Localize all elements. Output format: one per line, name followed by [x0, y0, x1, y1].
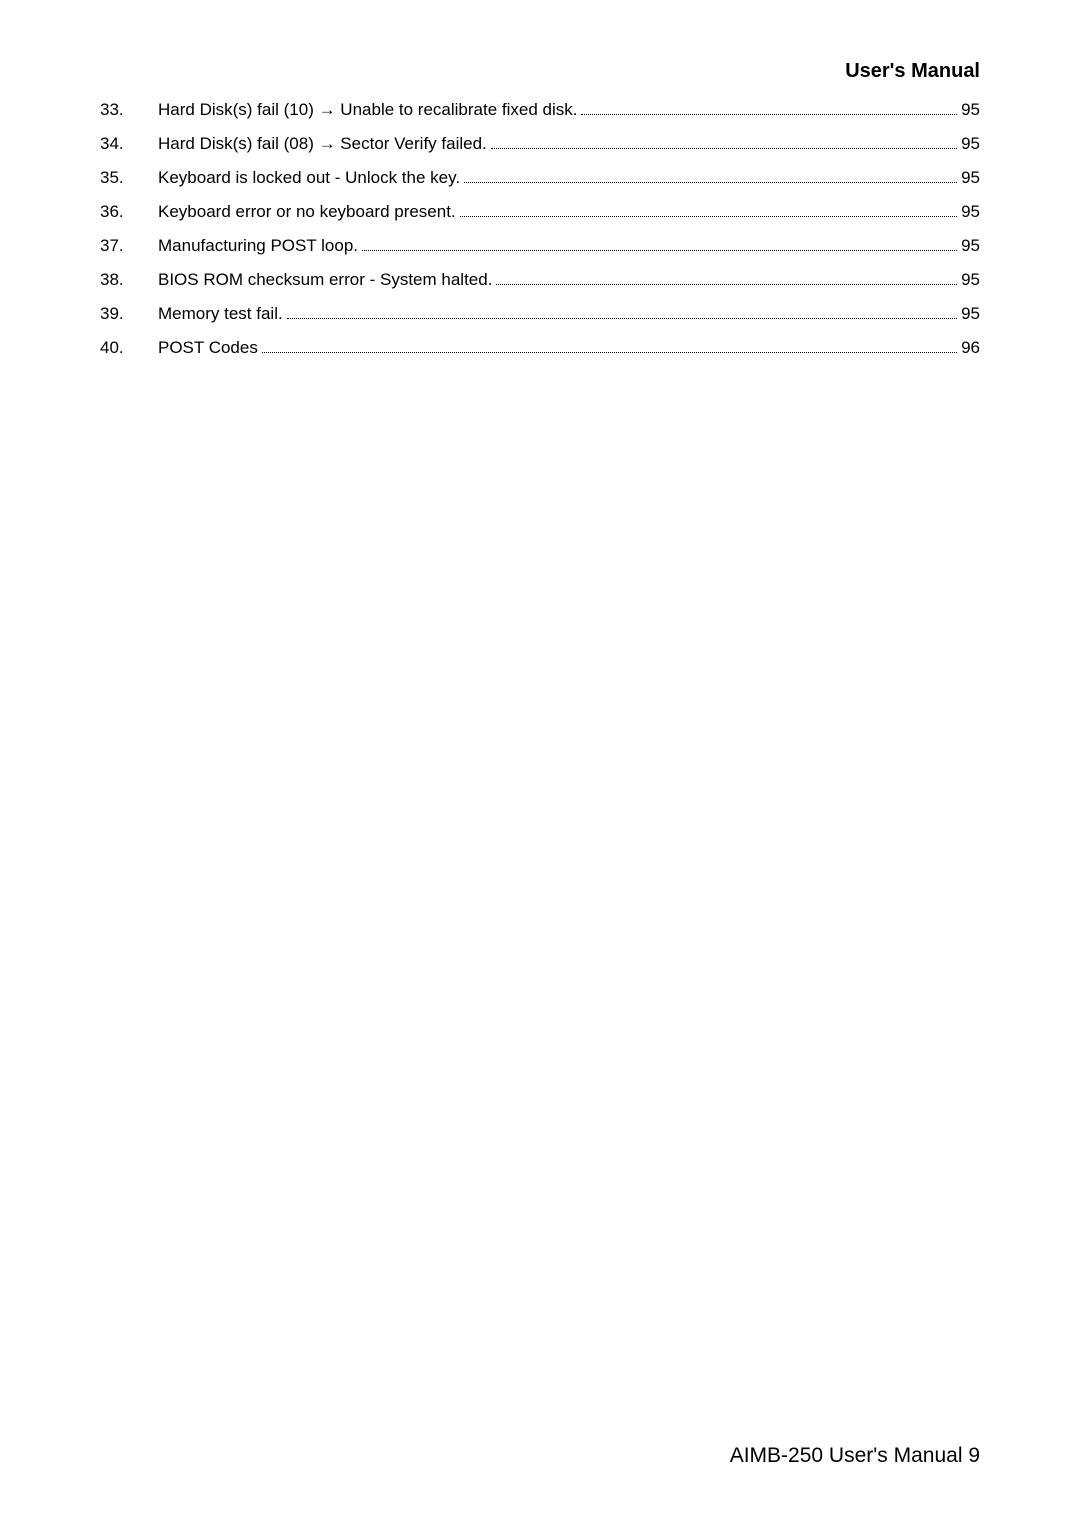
- toc-row: 36. Keyboard error or no keyboard presen…: [100, 195, 980, 229]
- toc-item-text: Hard Disk(s) fail (10) → Unable to recal…: [158, 93, 577, 127]
- toc-item-number: 33.: [100, 93, 158, 127]
- toc-row: 34. Hard Disk(s) fail (08) → Sector Veri…: [100, 127, 980, 161]
- toc-item-number: 35.: [100, 161, 158, 195]
- toc-leader-dots: [262, 338, 957, 353]
- toc-row: 38. BIOS ROM checksum error - System hal…: [100, 263, 980, 297]
- toc-item-number: 38.: [100, 263, 158, 297]
- toc-item-page: 96: [961, 331, 980, 365]
- page-header-title: User's Manual: [100, 60, 980, 83]
- toc-item-number: 37.: [100, 229, 158, 263]
- toc-item-page: 95: [961, 229, 980, 263]
- toc-item-page: 95: [961, 297, 980, 331]
- toc-item-number: 36.: [100, 195, 158, 229]
- toc-leader-dots: [287, 304, 957, 319]
- toc-item-number: 34.: [100, 127, 158, 161]
- toc-item-page: 95: [961, 263, 980, 297]
- toc-leader-dots: [491, 134, 957, 149]
- toc-leader-dots: [496, 270, 957, 285]
- toc-row: 35. Keyboard is locked out - Unlock the …: [100, 161, 980, 195]
- page: User's Manual 33. Hard Disk(s) fail (10)…: [0, 0, 1080, 1528]
- toc-leader-dots: [581, 100, 957, 115]
- toc-item-text: Hard Disk(s) fail (08) → Sector Verify f…: [158, 127, 487, 161]
- toc-item-number: 40.: [100, 331, 158, 365]
- toc-leader-dots: [362, 236, 957, 251]
- toc-row: 40. POST Codes 96: [100, 331, 980, 365]
- toc-item-text: Memory test fail.: [158, 297, 283, 331]
- toc-item-page: 95: [961, 161, 980, 195]
- toc-list: 33. Hard Disk(s) fail (10) → Unable to r…: [100, 93, 980, 365]
- toc-row: 33. Hard Disk(s) fail (10) → Unable to r…: [100, 93, 980, 127]
- page-footer: AIMB-250 User's Manual 9: [730, 1444, 980, 1468]
- toc-row: 39. Memory test fail. 95: [100, 297, 980, 331]
- toc-item-number: 39.: [100, 297, 158, 331]
- toc-item-text: Keyboard is locked out - Unlock the key.: [158, 161, 460, 195]
- toc-item-text: Manufacturing POST loop.: [158, 229, 358, 263]
- toc-item-page: 95: [961, 127, 980, 161]
- toc-item-text: POST Codes: [158, 331, 258, 365]
- toc-item-page: 95: [961, 93, 980, 127]
- toc-leader-dots: [464, 168, 957, 183]
- toc-item-page: 95: [961, 195, 980, 229]
- toc-item-text: Keyboard error or no keyboard present.: [158, 195, 456, 229]
- toc-item-text: BIOS ROM checksum error - System halted.: [158, 263, 492, 297]
- toc-row: 37. Manufacturing POST loop. 95: [100, 229, 980, 263]
- toc-leader-dots: [460, 202, 957, 217]
